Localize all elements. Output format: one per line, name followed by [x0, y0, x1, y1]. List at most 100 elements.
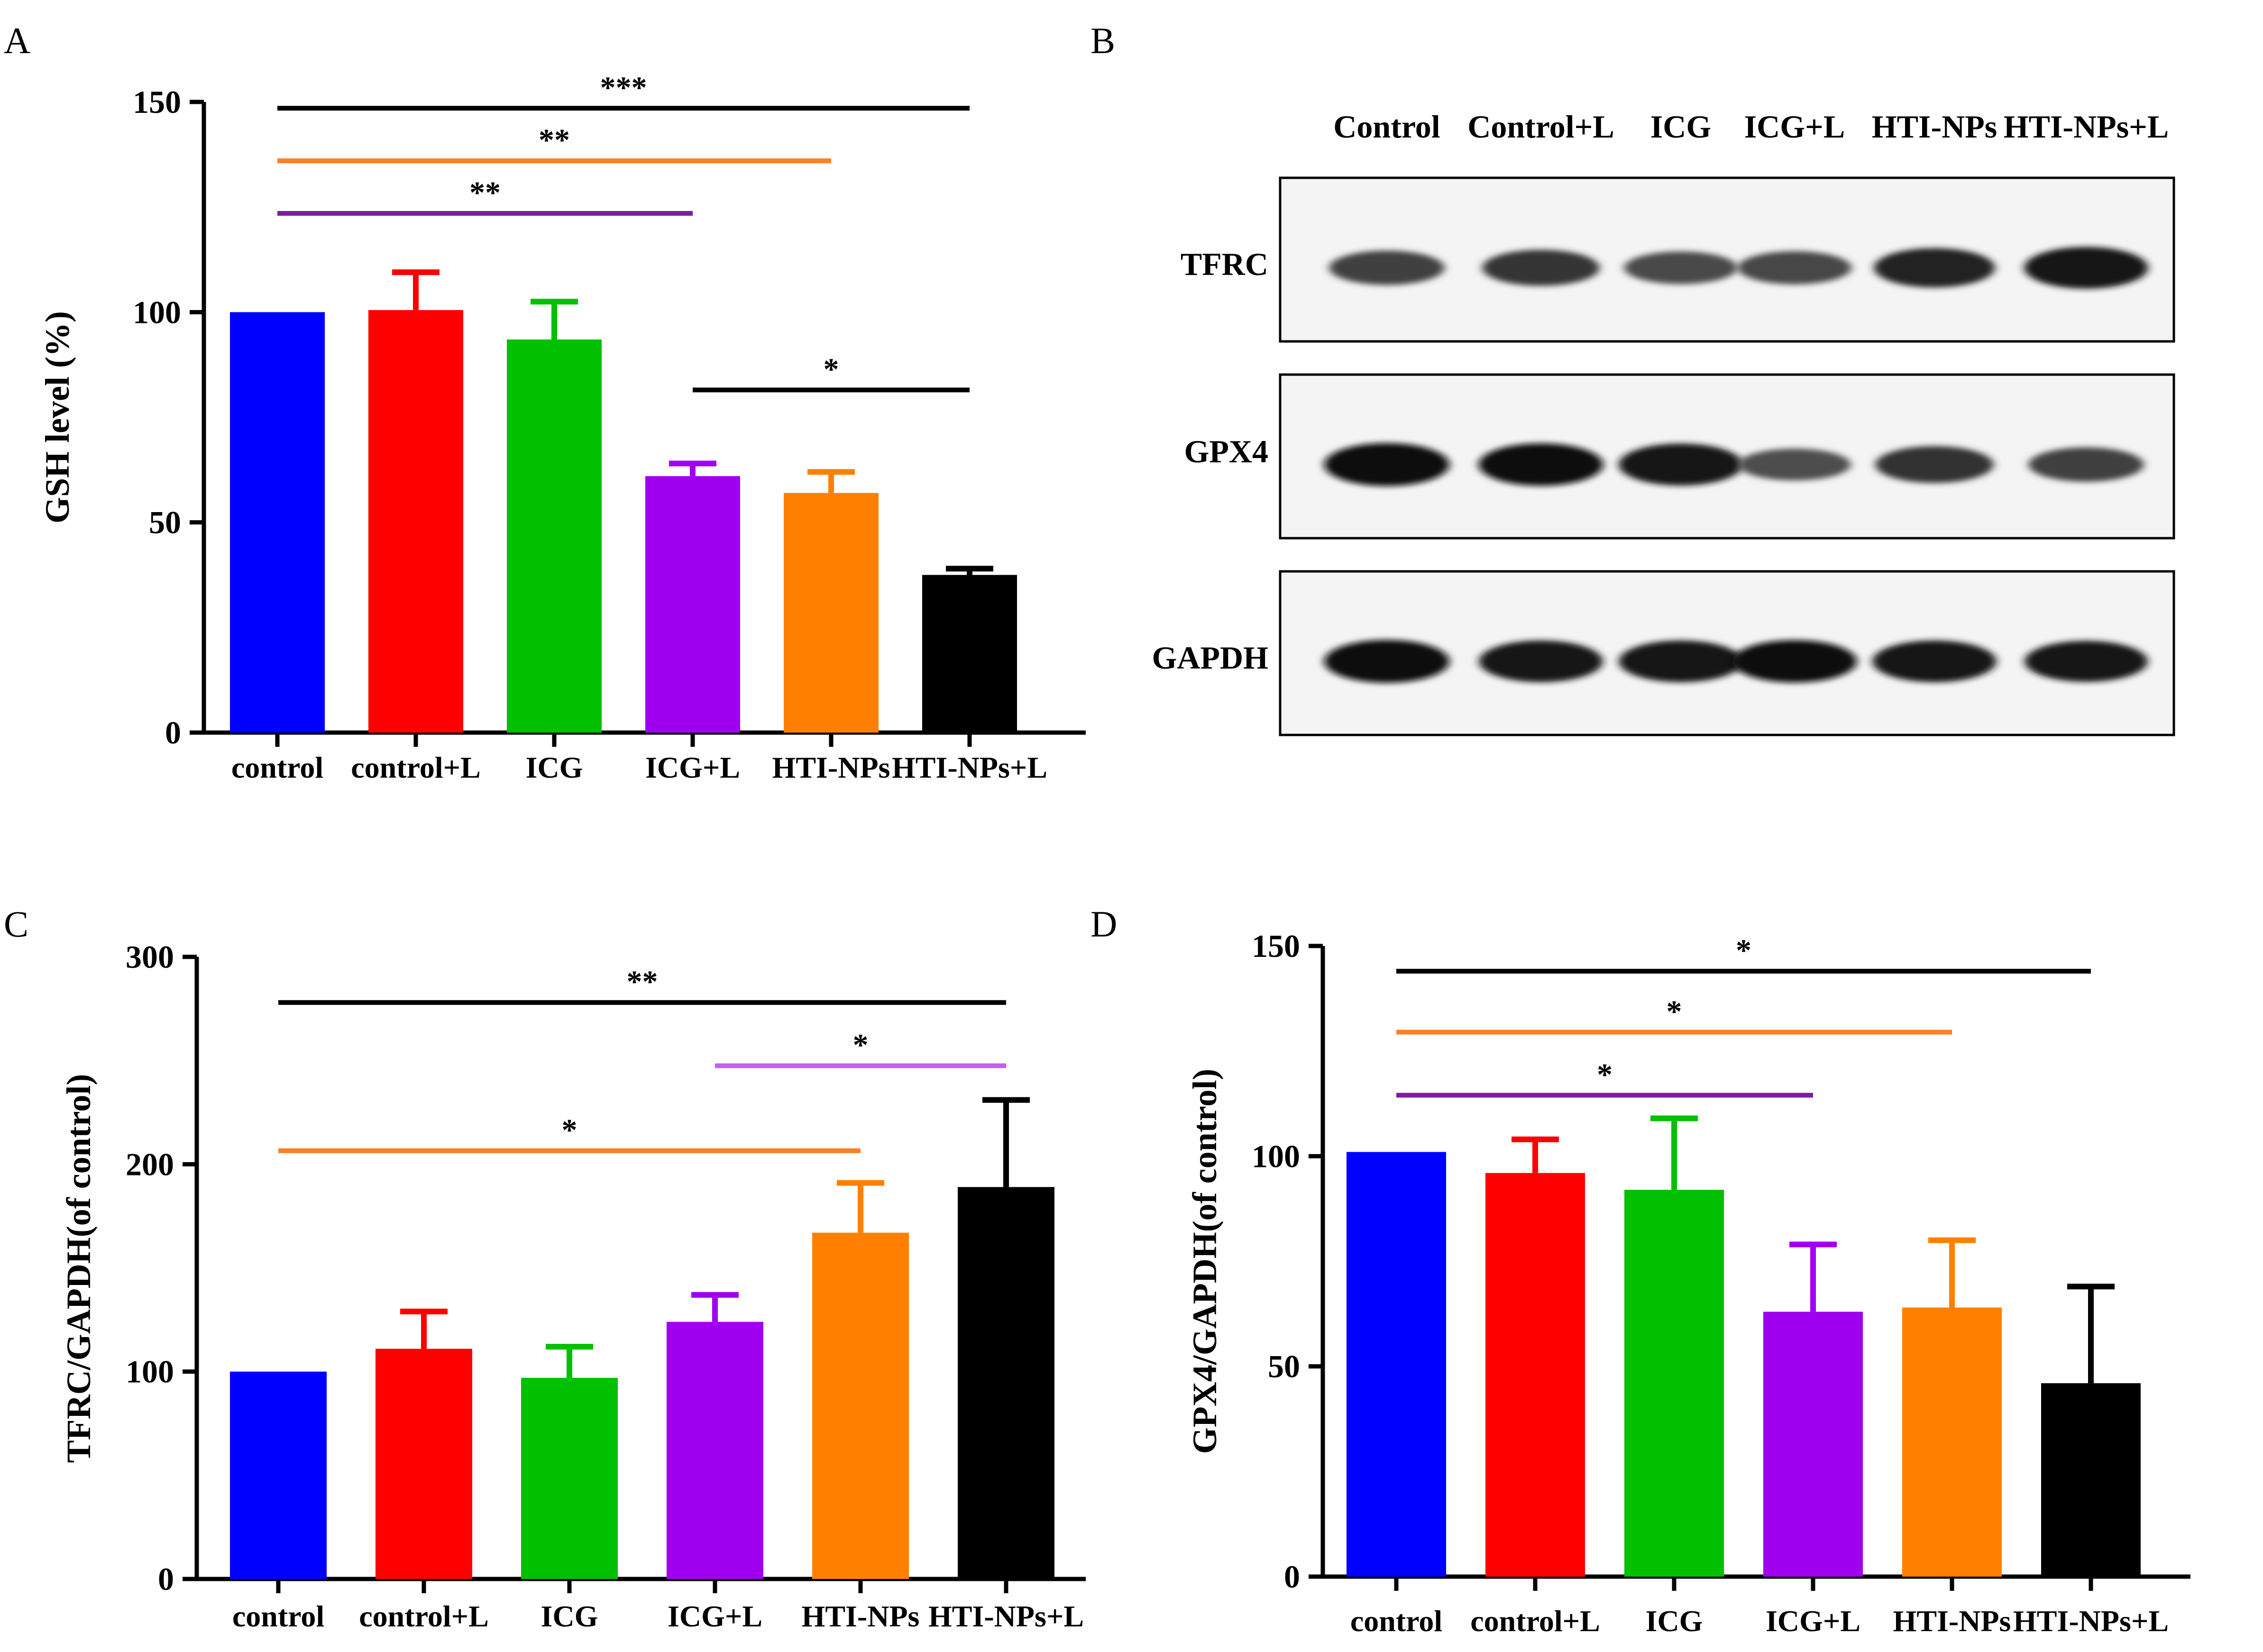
bar-hti-nps-l [922, 575, 1017, 733]
blot-band [1479, 640, 1603, 682]
panel-letter-d: D [1090, 903, 1117, 945]
chart-tfrc-gapdh: 0 100 200 300 TFRC/GAPDH(of control) control c… [60, 939, 1086, 1633]
blot-row-label: TFRC [1181, 246, 1268, 282]
blot-row-gapdh: GAPDH [1152, 570, 2175, 736]
chart-gpx4-gapdh: 0 50 100 150 GPX4/GAPDH(of control) control co… [1186, 928, 2190, 1638]
bar-icg [507, 339, 602, 733]
blot-band [1329, 250, 1445, 285]
y-tick-label: 0 [158, 1561, 174, 1597]
y-tick-label: 200 [126, 1146, 174, 1182]
bar-control [1347, 1152, 1446, 1577]
bar-control [230, 312, 325, 733]
bar-hti-nps-l [958, 1187, 1054, 1579]
y-axis-title: GSH level (%) [38, 311, 76, 523]
x-category-label: ICG [1646, 1604, 1703, 1638]
blot-band [1478, 443, 1603, 486]
x-category-label: ICG+L [1766, 1604, 1860, 1638]
significance-label: * [1597, 1057, 1613, 1092]
y-tick-label: 100 [1252, 1138, 1300, 1174]
x-category-label: HTI-NPs+L [928, 1599, 1084, 1633]
y-axis-title: TFRC/GAPDH(of control) [60, 1074, 98, 1463]
significance-label: ** [539, 123, 570, 157]
bar-icg-l [1763, 1312, 1863, 1577]
y-tick-label: 100 [126, 1354, 174, 1390]
y-tick-label: 150 [133, 84, 181, 120]
bar-hti-nps [784, 493, 879, 733]
x-category-label: control [232, 1599, 324, 1633]
x-category-label: HTI-NPs [802, 1599, 920, 1633]
blot-rows: TFRC GPX4 GAPDH [1152, 176, 2175, 736]
x-category-label: HTI-NPs [772, 751, 890, 784]
blot-band [2028, 447, 2144, 482]
bar-control [230, 1371, 327, 1579]
y-tick-label: 100 [133, 294, 181, 330]
x-category-label: HTI-NPs+L [892, 751, 1047, 784]
x-category-label: control+L [359, 1599, 489, 1633]
bar-hti-nps [1902, 1307, 2002, 1577]
y-axis-title: GPX4/GAPDH(of control) [1186, 1069, 1224, 1454]
bar-control-l [376, 1349, 472, 1579]
bar-hti-nps-l [2041, 1383, 2141, 1577]
blot-column-label: HTI-NPs+L [2004, 109, 2169, 145]
blot-band [1619, 443, 1743, 486]
x-category-label: control+L [1470, 1604, 1600, 1638]
western-blot-panel: Control Control+L ICG ICG+L HTI-NPs HTI-NPs+L… [1152, 109, 2175, 736]
x-category-label: HTI-NPs [1893, 1604, 2011, 1638]
blot-row-gpx4: GPX4 [1184, 373, 2175, 540]
x-category-label: ICG+L [645, 751, 740, 784]
x-category-label: HTI-NPs+L [2013, 1604, 2169, 1638]
blot-band [1619, 640, 1743, 682]
blot-band [1482, 249, 1600, 286]
y-tick-label: 0 [165, 715, 181, 751]
x-category-label: control [1350, 1604, 1442, 1638]
bar-hti-nps [812, 1232, 909, 1579]
panel-letter-a: A [4, 20, 30, 61]
chart-gsh-level: 0 50 100 150 GSH level (%) control control+L IC… [38, 70, 1086, 784]
blot-band [1324, 443, 1449, 486]
blot-band [2025, 641, 2148, 682]
significance-label: * [1736, 933, 1751, 968]
significance-label: * [853, 1028, 869, 1063]
bar-icg-l [645, 476, 740, 733]
blot-column-label: Control [1333, 109, 1440, 145]
x-category-label: control+L [351, 751, 481, 784]
x-category-label: control [231, 751, 323, 784]
blot-column-label: ICG [1650, 109, 1711, 145]
blot-band [2024, 247, 2148, 289]
y-tick-label: 0 [1284, 1559, 1300, 1595]
significance-label: * [562, 1113, 577, 1147]
blot-row-label: GAPDH [1152, 640, 1268, 676]
blot-band [1874, 248, 1995, 288]
blot-column-label: HTI-NPs [1872, 109, 1997, 145]
bar-icg [521, 1377, 618, 1579]
y-tick-label: 150 [1252, 928, 1300, 964]
blot-band [1738, 449, 1851, 481]
blot-band [1875, 446, 1994, 483]
panel-letter-c: C [4, 903, 28, 945]
blot-row-tfrc: TFRC [1181, 176, 2175, 343]
blot-band [1872, 640, 1997, 682]
y-tick-label: 50 [149, 505, 181, 541]
bar-control-l [368, 310, 463, 733]
bar-icg [1624, 1190, 1724, 1577]
significance-label: * [824, 352, 839, 386]
y-tick-label: 50 [1268, 1349, 1300, 1385]
blot-band [1624, 251, 1738, 285]
bar-control-l [1485, 1173, 1585, 1577]
panel-letter-b: B [1090, 20, 1115, 61]
bar-icg-l [667, 1322, 763, 1579]
x-category-label: ICG+L [668, 1599, 762, 1633]
blot-band [1324, 640, 1449, 683]
blot-band [1738, 251, 1851, 285]
significance-label: ** [627, 964, 658, 999]
blot-row-label: GPX4 [1184, 433, 1268, 469]
blot-band [1732, 640, 1857, 683]
blot-column-headers: Control Control+L ICG ICG+L HTI-NPs HTI-NPs+L [1333, 109, 2169, 145]
x-category-label: ICG [541, 1599, 598, 1633]
y-tick-label: 300 [126, 939, 174, 975]
x-category-label: ICG [526, 751, 583, 784]
significance-label: ** [469, 175, 501, 210]
significance-label: * [1667, 994, 1682, 1029]
blot-column-label: Control+L [1467, 109, 1614, 145]
